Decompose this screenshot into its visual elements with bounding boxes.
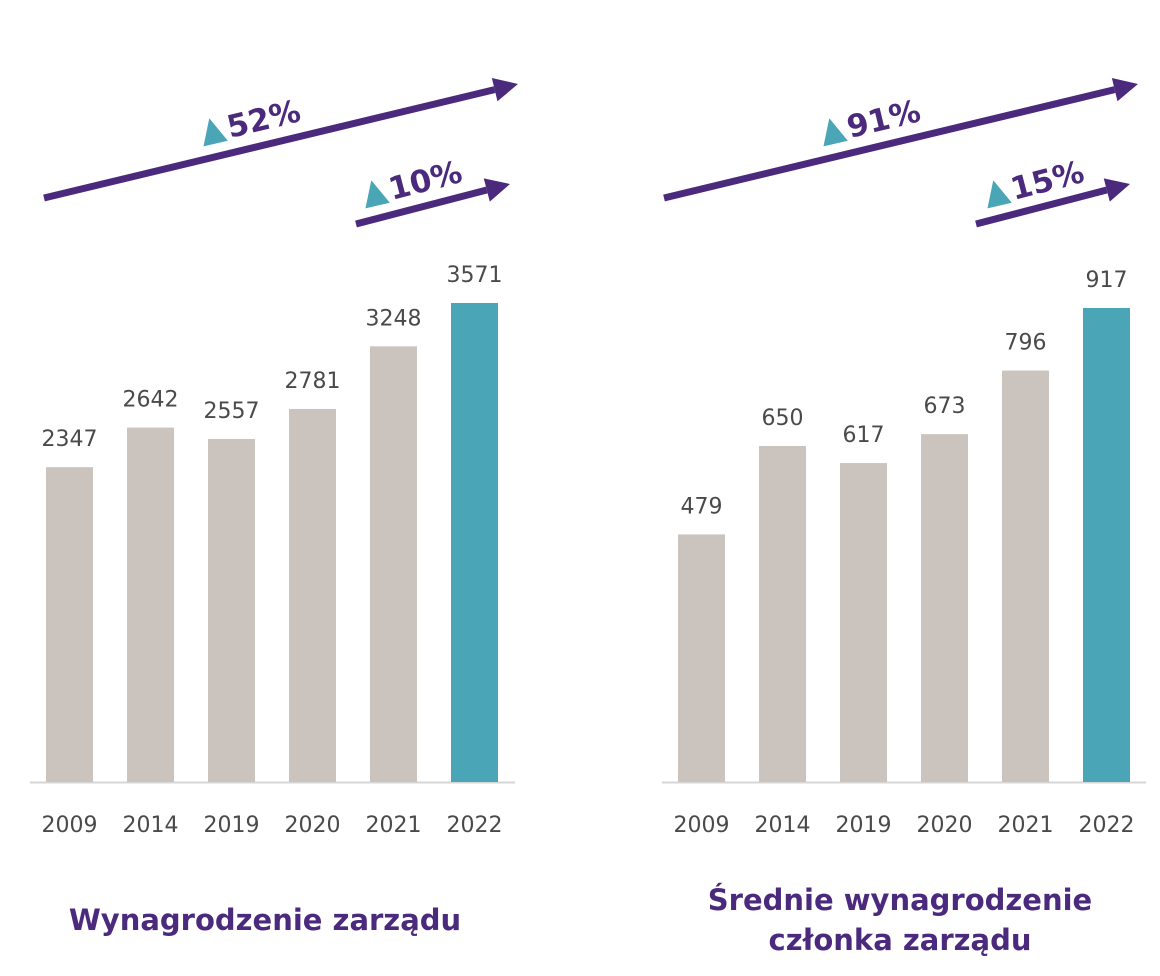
tick-label-2020: 2020	[285, 813, 341, 838]
bar-2014	[127, 427, 174, 782]
chart-2-title: Średnie wynagrodzenie członka zarządu	[640, 880, 1160, 960]
chart-2-title-line-2: członka zarządu	[768, 923, 1032, 957]
up-triangle-icon	[203, 118, 228, 147]
value-label-2022: 917	[1086, 268, 1128, 293]
bar-2022	[1083, 308, 1130, 782]
growth-arrow-1-head	[1111, 77, 1138, 102]
tick-label-2022: 2022	[1079, 813, 1135, 838]
value-label-2014: 650	[762, 406, 804, 431]
tick-label-2014: 2014	[123, 813, 179, 838]
value-label-2009: 479	[681, 494, 723, 519]
bar-2020	[921, 434, 968, 782]
tick-label-2009: 2009	[42, 813, 98, 838]
growth-arrow-2-shaft	[355, 186, 488, 228]
value-label-2021: 796	[1005, 331, 1047, 356]
tick-label-2009: 2009	[674, 813, 730, 838]
growth-arrow-2-head	[1103, 178, 1130, 202]
tick-label-2022: 2022	[447, 813, 503, 838]
bar-2022	[451, 303, 498, 782]
growth-arrow-1-head	[491, 77, 518, 102]
value-label-2021: 3248	[366, 306, 422, 331]
growth-arrow-2-head	[483, 178, 510, 202]
bar-2014	[759, 446, 806, 782]
chart-2: 479 2009 650 2014 617 2019 673 2020 796 2021 917 20…	[662, 77, 1146, 838]
value-label-2022: 3571	[447, 263, 503, 288]
tick-label-2021: 2021	[998, 813, 1054, 838]
tick-label-2019: 2019	[204, 813, 260, 838]
tick-label-2021: 2021	[366, 813, 422, 838]
tick-label-2014: 2014	[755, 813, 811, 838]
tick-label-2020: 2020	[917, 813, 973, 838]
growth-arrow-1-shaft	[43, 86, 496, 202]
bar-2009	[46, 467, 93, 782]
bar-2019	[208, 439, 255, 782]
chart-1-title: Wynagrodzenie zarządu	[68, 903, 462, 937]
value-label-2019: 2557	[204, 399, 260, 424]
tick-label-2019: 2019	[836, 813, 892, 838]
value-label-2019: 617	[843, 423, 885, 448]
growth-arrow-2-shaft	[975, 186, 1108, 228]
up-triangle-icon	[987, 180, 1012, 209]
bar-2020	[289, 408, 336, 782]
bar-2021	[370, 346, 417, 782]
value-label-2020: 2781	[285, 369, 341, 394]
value-label-2014: 2642	[123, 388, 179, 413]
chart-1: 2347 2009 2642 2014 2557 2019 2781 2020 3248 2021…	[30, 77, 518, 838]
value-label-2020: 673	[924, 394, 966, 419]
up-triangle-icon	[365, 180, 390, 209]
chart-2-title-line-1: Średnie wynagrodzenie	[707, 883, 1093, 917]
bar-2019	[840, 463, 887, 782]
value-label-2009: 2347	[42, 427, 98, 452]
up-triangle-icon	[823, 118, 848, 147]
growth-arrow-1-shaft	[663, 86, 1116, 202]
bar-2009	[678, 534, 725, 782]
bar-2021	[1002, 370, 1049, 782]
